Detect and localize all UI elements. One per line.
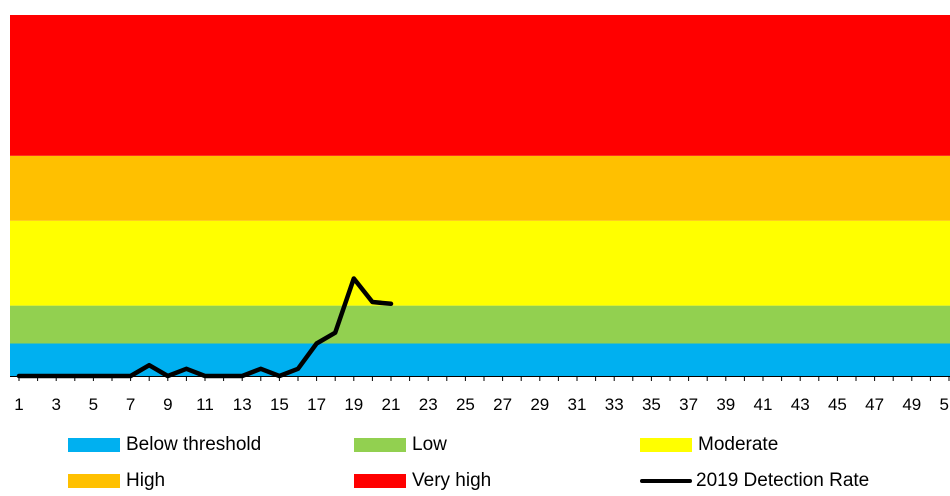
legend-item-very-high: Very high: [354, 466, 491, 496]
series-line-2019-detection-rate: [16, 276, 394, 379]
legend-item-low: Low: [354, 430, 447, 460]
legend-label-high: High: [126, 470, 166, 491]
x-tick-label: 1: [14, 395, 23, 414]
band-high: [10, 155, 950, 221]
legend-label-very-high: Very high: [412, 470, 492, 491]
legend-swatch-below-threshold: [68, 438, 120, 452]
x-tick-label: 5: [89, 395, 98, 414]
x-tick-label: 15: [270, 395, 289, 414]
detection-rate-chart: 1 3 5 7 9 11 13 15 17 19 21 23 25 27 29 31 33 35 37 39 41 43 4…: [10, 15, 950, 414]
x-tick-label: 35: [642, 395, 661, 414]
legend-item-2019-detection-rate: 2019 Detection Rate: [640, 466, 869, 496]
x-tick-label: 39: [716, 395, 735, 414]
legend-label-below-threshold: Below threshold: [126, 434, 262, 455]
x-tick-label: 7: [126, 395, 135, 414]
x-tick-label: 3: [51, 395, 60, 414]
x-tick-label: 29: [530, 395, 549, 414]
x-tick-label: 37: [679, 395, 698, 414]
legend-swatch-moderate: [640, 438, 692, 452]
x-axis-tick-labels: 1 3 5 7 9 11 13 15 17 19 21 23 25 27 29 31 33 35 37 39 41 43 4…: [14, 395, 950, 414]
x-tick-label: 49: [902, 395, 921, 414]
x-tick-label: 23: [419, 395, 438, 414]
legend-label-low: Low: [412, 434, 447, 455]
x-tick-label: 47: [865, 395, 884, 414]
activity-bands: [10, 15, 950, 376]
x-tick-label: 25: [456, 395, 475, 414]
legend-item-high: High: [68, 466, 165, 496]
band-low: [10, 305, 950, 344]
legend-swatch-low: [354, 438, 406, 452]
x-tick-label: 9: [163, 395, 172, 414]
x-tick-label: 41: [754, 395, 773, 414]
x-tick-label: 51: [940, 395, 950, 414]
legend-label-2019-detection-rate: 2019 Detection Rate: [696, 470, 870, 491]
x-tick-label: 17: [307, 395, 326, 414]
x-tick-label: 21: [382, 395, 401, 414]
x-tick-label: 19: [344, 395, 363, 414]
legend-line-2019-detection-rate: [640, 479, 692, 483]
x-tick-label: 33: [605, 395, 624, 414]
band-moderate: [10, 220, 950, 306]
legend-swatch-very-high: [354, 474, 406, 488]
band-below-threshold: [10, 343, 950, 376]
legend-item-below-threshold: Below threshold: [68, 430, 261, 460]
legend-swatch-high: [68, 474, 120, 488]
legend-item-moderate: Moderate: [640, 430, 778, 460]
x-tick-label: 45: [828, 395, 847, 414]
band-very-high: [10, 15, 950, 156]
legend: Below threshold Low Moderate High Very h…: [0, 428, 950, 491]
x-tick-label: 13: [233, 395, 252, 414]
x-tick-label: 11: [196, 395, 214, 414]
x-tick-label: 43: [791, 395, 810, 414]
x-tick-label: 27: [493, 395, 512, 414]
legend-label-moderate: Moderate: [698, 434, 779, 455]
x-tick-label: 31: [568, 395, 587, 414]
